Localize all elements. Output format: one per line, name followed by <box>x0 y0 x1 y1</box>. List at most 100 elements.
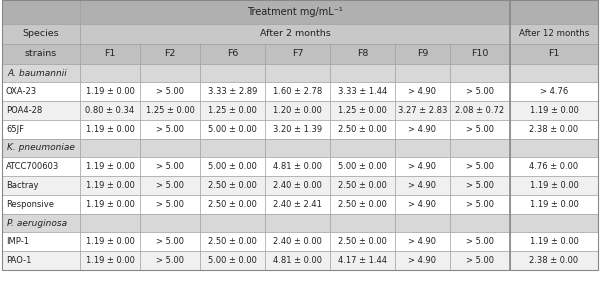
Bar <box>510 251 598 270</box>
Bar <box>140 82 200 101</box>
Bar <box>200 64 265 82</box>
Bar <box>450 195 510 214</box>
Bar <box>450 101 510 120</box>
Text: 2.50 ± 0.00: 2.50 ± 0.00 <box>208 237 257 246</box>
Bar <box>395 214 450 232</box>
Text: After 12 months: After 12 months <box>519 30 589 39</box>
Bar <box>200 232 265 251</box>
Text: 65JF: 65JF <box>6 125 24 134</box>
Text: 2.08 ± 0.72: 2.08 ± 0.72 <box>455 106 505 115</box>
Bar <box>80 101 140 120</box>
Text: > 4.90: > 4.90 <box>409 237 437 246</box>
Bar <box>2 101 80 120</box>
Text: 1.25 ± 0.00: 1.25 ± 0.00 <box>208 106 257 115</box>
Bar <box>510 157 598 176</box>
Text: 1.19 ± 0.00: 1.19 ± 0.00 <box>530 237 578 246</box>
Bar <box>510 214 598 232</box>
Bar <box>330 64 395 82</box>
Text: 1.25 ± 0.00: 1.25 ± 0.00 <box>338 106 387 115</box>
Text: > 4.90: > 4.90 <box>409 181 437 190</box>
Text: F6: F6 <box>227 50 238 59</box>
Text: 2.50 ± 0.00: 2.50 ± 0.00 <box>338 200 387 209</box>
Bar <box>80 214 140 232</box>
Bar <box>395 120 450 139</box>
Text: PAO-1: PAO-1 <box>6 256 31 265</box>
Text: > 5.00: > 5.00 <box>156 125 184 134</box>
Text: 3.20 ± 1.39: 3.20 ± 1.39 <box>273 125 322 134</box>
Text: Bactray: Bactray <box>6 181 38 190</box>
Text: > 5.00: > 5.00 <box>466 237 494 246</box>
Bar <box>80 44 140 64</box>
Bar <box>200 120 265 139</box>
Bar <box>265 195 330 214</box>
Bar <box>2 120 80 139</box>
Bar <box>450 251 510 270</box>
Text: > 5.00: > 5.00 <box>466 256 494 265</box>
Text: 1.19 ± 0.00: 1.19 ± 0.00 <box>530 106 578 115</box>
Bar <box>80 176 140 195</box>
Bar <box>2 0 80 24</box>
Text: F7: F7 <box>292 50 303 59</box>
Bar <box>200 44 265 64</box>
Text: > 4.90: > 4.90 <box>409 162 437 171</box>
Bar <box>200 214 265 232</box>
Text: Treatment mg/mL⁻¹: Treatment mg/mL⁻¹ <box>247 7 343 17</box>
Bar <box>395 251 450 270</box>
Text: > 4.90: > 4.90 <box>409 200 437 209</box>
Text: 1.19 ± 0.00: 1.19 ± 0.00 <box>530 200 578 209</box>
Bar <box>140 251 200 270</box>
Bar <box>330 139 395 157</box>
Bar <box>265 176 330 195</box>
Text: > 5.00: > 5.00 <box>466 162 494 171</box>
Bar <box>80 139 140 157</box>
Text: 4.81 ± 0.00: 4.81 ± 0.00 <box>273 162 322 171</box>
Text: 1.19 ± 0.00: 1.19 ± 0.00 <box>86 181 134 190</box>
Bar <box>395 195 450 214</box>
Text: > 5.00: > 5.00 <box>466 200 494 209</box>
Bar <box>330 120 395 139</box>
Text: After 2 months: After 2 months <box>260 30 331 39</box>
Bar <box>330 195 395 214</box>
Bar <box>140 157 200 176</box>
Bar <box>80 82 140 101</box>
Text: 3.33 ± 2.89: 3.33 ± 2.89 <box>208 87 257 96</box>
Text: 2.38 ± 0.00: 2.38 ± 0.00 <box>529 256 578 265</box>
Text: 2.50 ± 0.00: 2.50 ± 0.00 <box>338 125 387 134</box>
Text: F10: F10 <box>472 50 488 59</box>
Bar <box>330 82 395 101</box>
Text: F8: F8 <box>357 50 368 59</box>
Bar <box>80 195 140 214</box>
Bar <box>510 64 598 82</box>
Bar <box>200 82 265 101</box>
Bar <box>265 120 330 139</box>
Text: Species: Species <box>23 30 59 39</box>
Bar <box>2 195 80 214</box>
Text: 4.17 ± 1.44: 4.17 ± 1.44 <box>338 256 387 265</box>
Bar <box>450 214 510 232</box>
Bar <box>2 232 80 251</box>
Text: 2.50 ± 0.00: 2.50 ± 0.00 <box>208 181 257 190</box>
Bar <box>510 120 598 139</box>
Text: > 5.00: > 5.00 <box>156 87 184 96</box>
Bar <box>330 214 395 232</box>
Bar <box>140 64 200 82</box>
Bar <box>265 44 330 64</box>
Text: 1.19 ± 0.00: 1.19 ± 0.00 <box>86 256 134 265</box>
Bar <box>2 176 80 195</box>
Bar <box>140 120 200 139</box>
Text: > 5.00: > 5.00 <box>466 181 494 190</box>
Bar <box>200 251 265 270</box>
Bar <box>140 139 200 157</box>
Text: 1.20 ± 0.00: 1.20 ± 0.00 <box>273 106 322 115</box>
Text: > 5.00: > 5.00 <box>466 125 494 134</box>
Bar <box>2 64 80 82</box>
Bar <box>265 82 330 101</box>
Bar <box>140 44 200 64</box>
Bar <box>2 139 80 157</box>
Text: 3.33 ± 1.44: 3.33 ± 1.44 <box>338 87 387 96</box>
Bar <box>395 139 450 157</box>
Bar <box>510 139 598 157</box>
Text: A. baumannii: A. baumannii <box>7 68 67 77</box>
Bar <box>450 176 510 195</box>
Text: 5.00 ± 0.00: 5.00 ± 0.00 <box>208 162 257 171</box>
